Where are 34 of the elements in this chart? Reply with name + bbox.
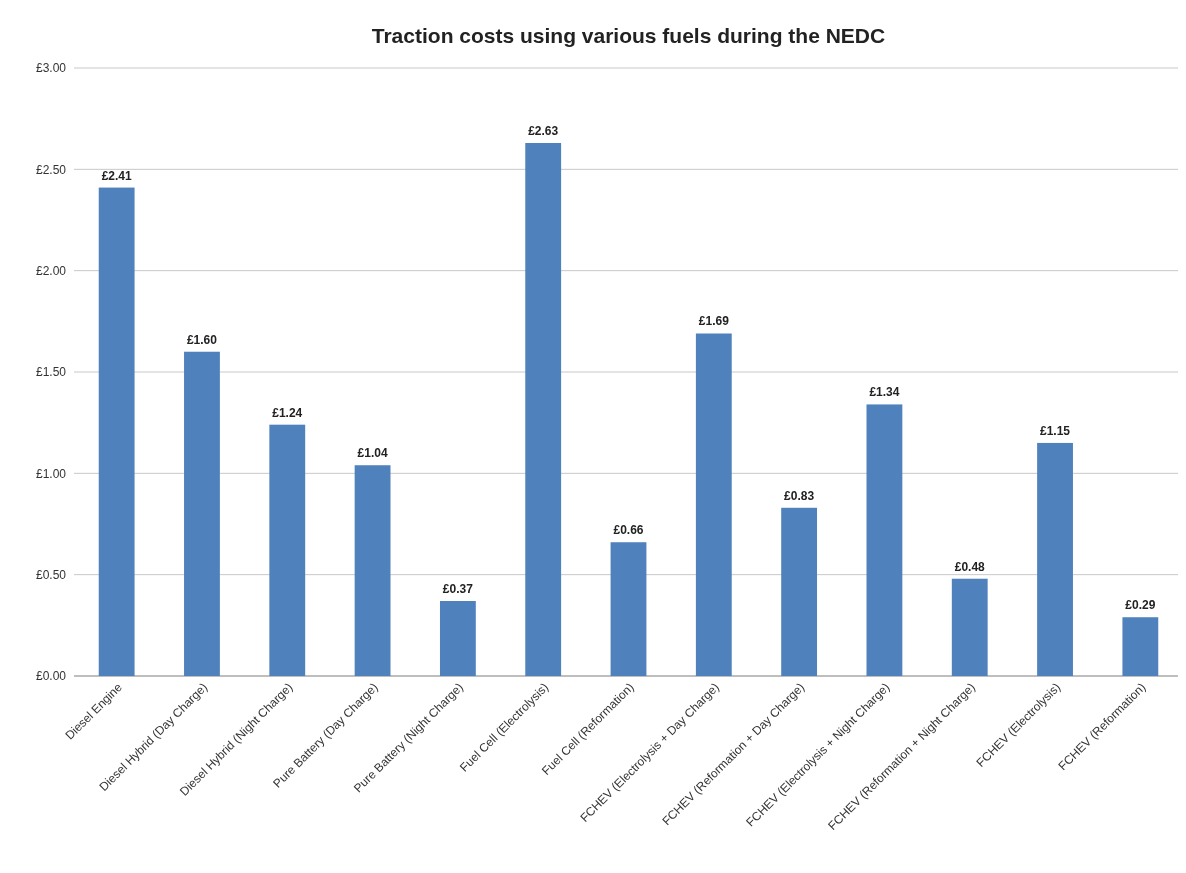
bar bbox=[1037, 442, 1073, 676]
bar bbox=[354, 465, 391, 676]
bar bbox=[439, 601, 476, 676]
bar bbox=[781, 507, 818, 676]
data-label: £0.48 bbox=[954, 559, 986, 574]
data-label: £1.34 bbox=[869, 385, 900, 400]
y-tick-label: £2.00 bbox=[35, 263, 67, 278]
data-label: £1.24 bbox=[272, 405, 303, 420]
data-label: £0.83 bbox=[784, 488, 815, 503]
y-tick-label: £2.50 bbox=[35, 162, 67, 177]
chart-title: Traction costs using various fuels during the NEDC bbox=[371, 24, 886, 47]
data-label: £1.04 bbox=[357, 446, 388, 461]
bar bbox=[98, 187, 135, 676]
bar bbox=[269, 424, 306, 676]
data-label: £0.66 bbox=[613, 523, 644, 538]
data-label: £0.29 bbox=[1125, 598, 1156, 613]
data-label: £1.60 bbox=[186, 332, 218, 347]
bar bbox=[184, 351, 220, 676]
y-tick-label: £0.00 bbox=[35, 669, 67, 684]
bar bbox=[695, 333, 732, 676]
data-label: £2.41 bbox=[101, 168, 132, 183]
y-tick-label: £1.00 bbox=[35, 466, 67, 481]
y-tick-label: £1.50 bbox=[35, 365, 67, 380]
bar bbox=[525, 142, 562, 676]
bar bbox=[1122, 617, 1159, 676]
bar bbox=[866, 404, 903, 676]
y-tick-label: £3.00 bbox=[35, 61, 67, 76]
data-label: £2.63 bbox=[528, 123, 559, 138]
data-label: £1.69 bbox=[698, 314, 730, 329]
bar bbox=[951, 578, 988, 676]
data-label: £0.37 bbox=[442, 582, 474, 597]
bar bbox=[610, 542, 647, 676]
data-label: £1.15 bbox=[1040, 423, 1071, 438]
y-tick-label: £0.50 bbox=[35, 567, 67, 582]
